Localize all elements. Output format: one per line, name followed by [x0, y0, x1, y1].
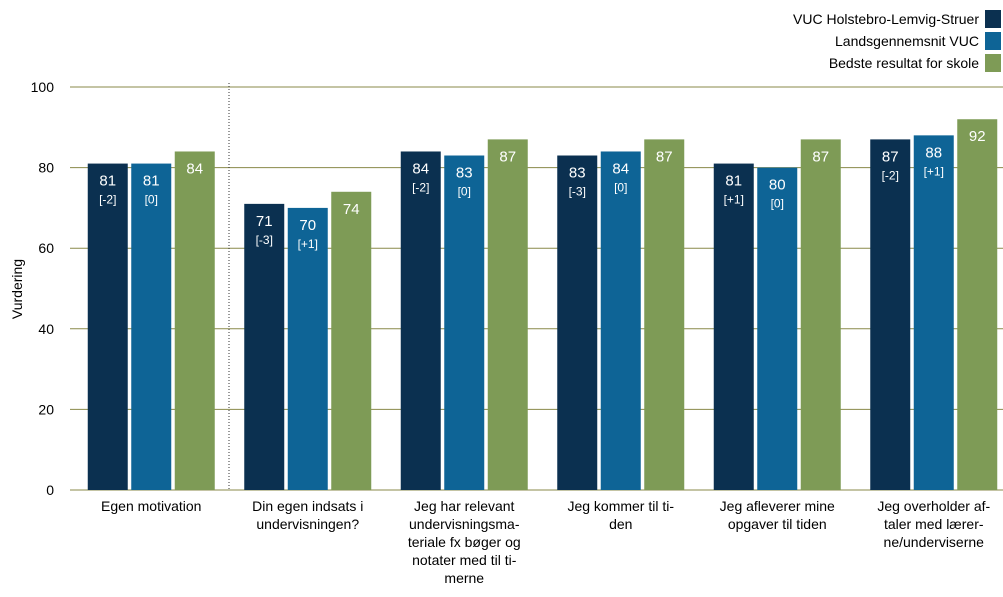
bar: [400, 151, 441, 491]
bar-value-label: 71: [256, 213, 273, 230]
y-tick-labels: 0 20 40 60 80 100: [31, 79, 55, 498]
bar: [870, 139, 911, 490]
bar: [287, 207, 328, 490]
bar-value-label: 81: [725, 173, 742, 190]
bar: [713, 163, 754, 490]
category-label: Egen motivation: [101, 498, 201, 514]
bar-delta-label: [0]: [458, 185, 471, 199]
bar-value-label: 84: [612, 160, 629, 177]
bars: 81 [-2] 71 [-3] 84 [-2] 83 [-3] 81 [+1] 87 [-2] 81 [0…: [87, 119, 998, 491]
bar-delta-label: [-3]: [569, 185, 586, 199]
category-labels: Egen motivation Din egen indsats i undervi…: [101, 498, 990, 586]
y-tick-label: 20: [38, 401, 54, 417]
bar-value-label: 84: [412, 160, 429, 177]
category-label: Jeg overholder af-taler med lærer-ne/und…: [877, 498, 990, 550]
y-tick-label: 60: [38, 240, 54, 256]
bar: [913, 135, 954, 491]
bar-delta-label: [-2]: [99, 193, 116, 207]
bar-value-label: 81: [143, 173, 160, 190]
bar: [444, 155, 485, 490]
bar-delta-label: [-2]: [882, 168, 899, 182]
bar: [87, 163, 128, 490]
bar-value-label: 92: [969, 128, 986, 145]
category-label: Jeg afleverer mine opgaver til tiden: [720, 498, 835, 532]
bar-value-label: 87: [812, 148, 829, 165]
category-label: Jeg har relevant undervisningsma-teriale …: [408, 498, 521, 586]
y-tick-label: 0: [46, 482, 54, 498]
bar: [174, 151, 215, 491]
bar: [800, 139, 841, 490]
bar-value-label: 87: [656, 148, 673, 165]
legend-entry: Landsgennemsnit VUC: [835, 33, 979, 49]
bar: [331, 191, 372, 490]
y-tick-label: 80: [38, 160, 54, 176]
bar-value-label: 87: [499, 148, 516, 165]
bar: [487, 139, 528, 490]
y-axis-title: Vurdering: [9, 259, 25, 319]
gridlines: [70, 86, 1003, 491]
bar: [644, 139, 685, 490]
bar-value-label: 80: [769, 177, 786, 194]
bar-delta-label: [+1]: [724, 193, 744, 207]
legend-swatch: [985, 32, 1001, 50]
category-label: Jeg kommer til ti-den: [567, 498, 674, 532]
bar-delta-label: [0]: [614, 180, 627, 194]
bar-value-label: 84: [186, 160, 203, 177]
bar-value-label: 70: [299, 217, 316, 234]
bar-delta-label: [0]: [771, 197, 784, 211]
bar-value-label: 83: [569, 165, 586, 182]
bar: [557, 155, 598, 490]
bar: [244, 203, 285, 490]
bar: [957, 119, 998, 491]
bar-delta-label: [-3]: [256, 233, 273, 247]
bar: [131, 163, 172, 490]
legend-swatch: [985, 10, 1001, 28]
bar: [757, 167, 798, 490]
bar-value-label: 74: [343, 201, 360, 218]
legend-swatch: [985, 54, 1001, 72]
legend-entry: Bedste resultat for skole: [829, 55, 979, 71]
bar-delta-label: [0]: [145, 193, 158, 207]
bar: [600, 151, 641, 491]
legend-entry: VUC Holstebro-Lemvig-Struer: [793, 11, 979, 27]
bar-delta-label: [-2]: [412, 180, 429, 194]
bar-value-label: 88: [925, 144, 942, 161]
bar-value-label: 83: [456, 165, 473, 182]
bar-delta-label: [+1]: [298, 237, 318, 251]
y-tick-label: 40: [38, 321, 54, 337]
bar-value-label: 87: [882, 148, 899, 165]
bar-delta-label: [+1]: [924, 164, 944, 178]
bar-value-label: 81: [99, 173, 116, 190]
legend: VUC Holstebro-Lemvig-Struer Landsgennemsn…: [793, 10, 1001, 72]
category-label: Din egen indsats i undervisningen?: [252, 498, 363, 532]
y-tick-label: 100: [31, 79, 55, 95]
